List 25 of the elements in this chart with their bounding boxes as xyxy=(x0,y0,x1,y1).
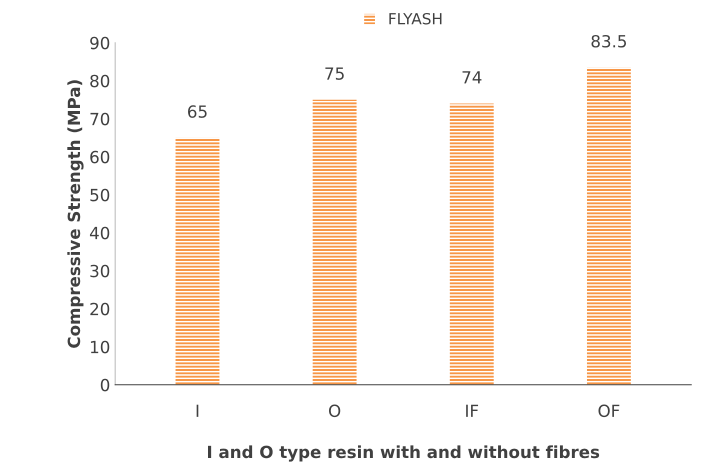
y-tick-label: 90 xyxy=(90,36,110,50)
x-tick-label: OF xyxy=(598,404,620,418)
x-tick-label: IF xyxy=(466,404,478,417)
x-tick-label: I xyxy=(196,404,198,417)
y-tick-label: 10 xyxy=(90,340,110,354)
bar xyxy=(176,138,220,385)
x-axis-title: I and O type resin with and without fibres xyxy=(208,445,600,462)
bar xyxy=(450,104,494,385)
data-label: 83.5 xyxy=(591,34,626,48)
y-tick-label: 20 xyxy=(90,302,110,316)
y-tick-label: 30 xyxy=(90,264,110,278)
legend-label: FLYASH xyxy=(389,12,442,25)
y-tick-label: 50 xyxy=(90,188,110,202)
y-tick-label: 80 xyxy=(90,74,110,88)
y-axis-title: Compressive Strength (MPa) xyxy=(67,80,84,348)
x-tick-label: O xyxy=(329,404,340,418)
data-label: 65 xyxy=(188,105,207,118)
data-label: 74 xyxy=(462,71,482,84)
data-label: 75 xyxy=(325,67,344,80)
y-tick-label: 70 xyxy=(90,112,110,126)
bar xyxy=(586,67,631,385)
y-tick-label: 0 xyxy=(100,378,110,392)
y-tick-label: 40 xyxy=(90,226,110,240)
bar xyxy=(312,100,357,385)
y-tick-label: 60 xyxy=(90,150,110,164)
